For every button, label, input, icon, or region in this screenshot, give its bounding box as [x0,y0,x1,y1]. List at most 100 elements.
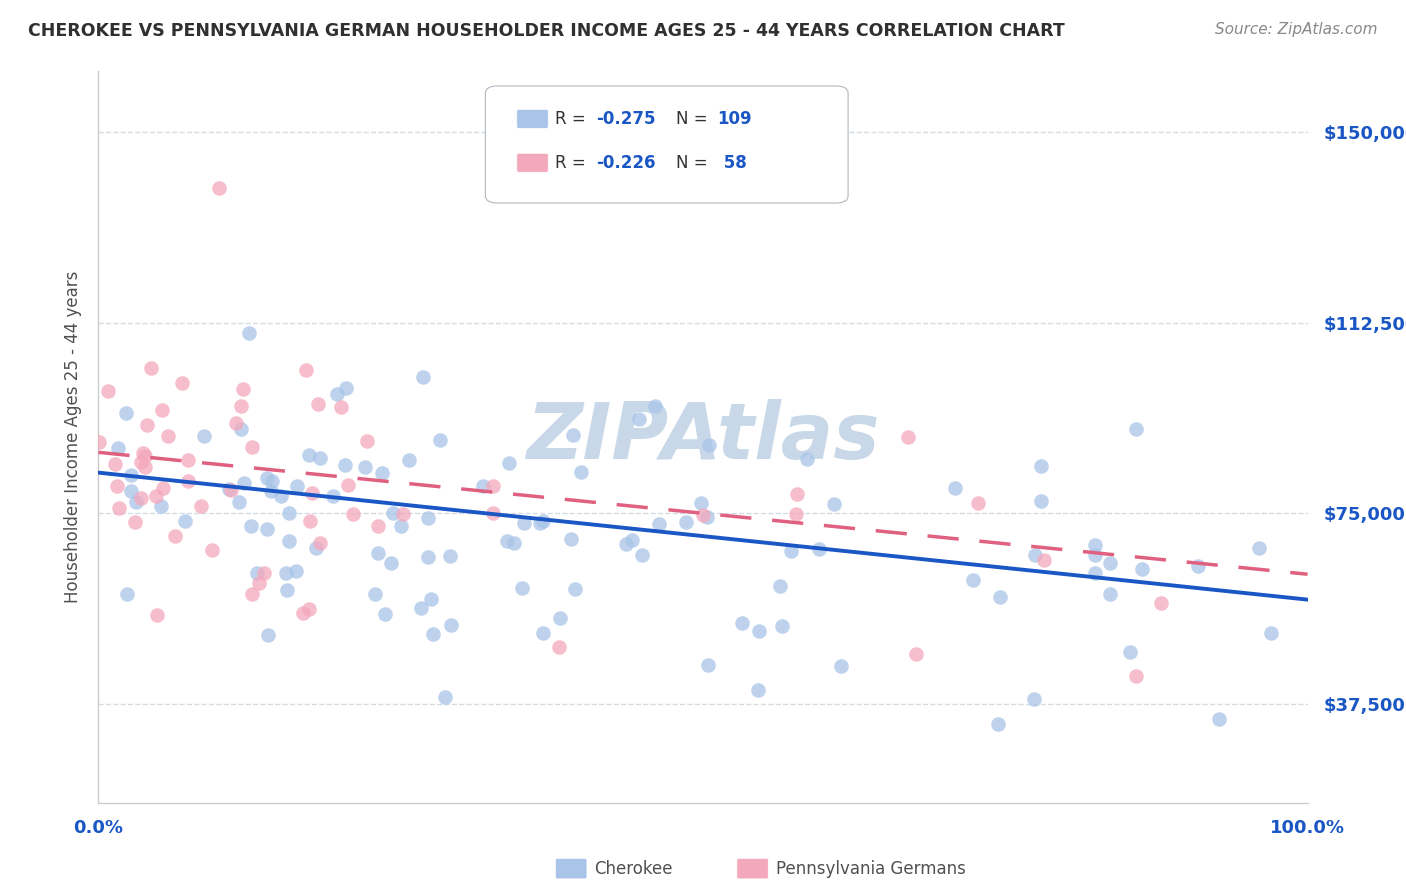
Point [547,640,569,655]
Point [134,459,156,474]
Point [422,626,444,640]
Point [256,628,278,642]
Point [115,587,138,601]
Point [1125,669,1147,683]
Point [115,406,138,420]
Point [231,400,253,414]
Point [108,501,131,516]
Point [675,515,697,529]
Text: N =: N = [676,153,713,172]
Point [416,511,439,525]
Point [510,582,533,596]
Point [291,606,314,620]
Point [134,449,156,463]
Point [177,452,200,467]
Point [278,506,301,520]
Point [145,489,167,503]
Point [307,397,329,411]
FancyBboxPatch shape [517,110,548,128]
Point [513,516,536,531]
Point [294,363,316,377]
Point [232,475,254,490]
Point [796,452,818,467]
Point [1125,421,1147,435]
Point [648,516,671,531]
Point [412,370,434,384]
Point [631,548,654,562]
Point [1208,712,1230,726]
FancyBboxPatch shape [555,858,586,879]
Point [367,518,389,533]
Point [529,516,551,530]
Text: 109: 109 [717,110,752,128]
Point [439,549,461,563]
Text: Pennsylvania Germans: Pennsylvania Germans [776,860,966,878]
Point [342,507,364,521]
Point [1099,587,1122,601]
Point [285,564,308,578]
Point [1084,548,1107,562]
Point [247,576,270,591]
Point [136,417,159,432]
Point [330,400,353,414]
Point [89,435,111,450]
Point [1084,538,1107,552]
Point [1029,494,1052,508]
Point [276,583,298,598]
Point [239,519,262,533]
Point [298,514,321,528]
Point [1084,566,1107,580]
Point [353,460,375,475]
Point [429,433,451,447]
Point [193,429,215,443]
FancyBboxPatch shape [737,858,768,879]
Point [962,573,984,587]
Point [548,611,571,625]
Point [371,466,394,480]
Point [987,716,1010,731]
Point [322,490,344,504]
Point [621,533,644,548]
Point [1098,556,1121,570]
Point [823,497,845,511]
Point [967,495,990,509]
Point [124,515,146,529]
Point [904,647,927,661]
Point [163,529,186,543]
Point [482,479,505,493]
Point [150,499,173,513]
Point [256,522,278,536]
Point [120,467,142,482]
Text: Source: ZipAtlas.com: Source: ZipAtlas.com [1215,22,1378,37]
Point [988,590,1011,604]
Text: R =: R = [555,153,592,172]
Point [242,440,264,454]
Point [561,428,583,442]
Point [285,479,308,493]
Point [1130,562,1153,576]
Point [152,481,174,495]
Point [830,658,852,673]
Point [225,417,247,431]
Point [335,458,357,472]
Point [748,624,770,638]
Point [120,484,142,499]
Text: 58: 58 [717,153,747,172]
Point [420,591,443,606]
Point [150,402,173,417]
Point [1247,541,1270,555]
Point [105,479,128,493]
Point [1118,644,1140,658]
Point [418,549,440,564]
Point [298,449,321,463]
Point [207,181,229,195]
Point [690,496,713,510]
Point [238,326,260,341]
Text: -0.226: -0.226 [596,153,657,172]
Text: Cherokee: Cherokee [595,860,672,878]
Point [381,506,404,520]
Point [1024,692,1046,706]
Point [1150,596,1173,610]
Point [440,617,463,632]
Point [731,616,754,631]
